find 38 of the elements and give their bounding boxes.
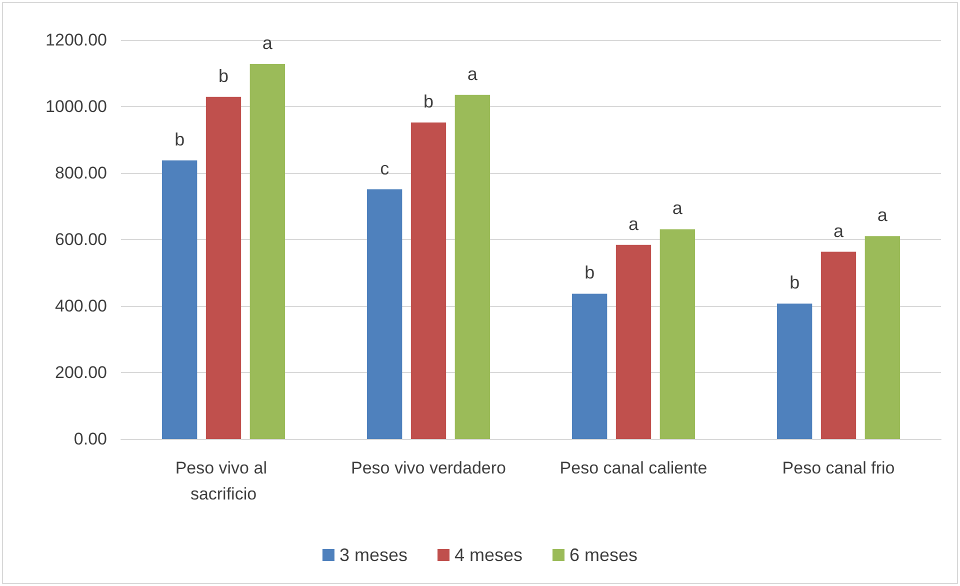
bar bbox=[660, 229, 695, 439]
y-tick-label: 800.00 bbox=[55, 164, 107, 182]
x-tick-label: Peso canal frio bbox=[782, 458, 895, 478]
data-label: a bbox=[262, 32, 274, 53]
data-label: a bbox=[628, 214, 640, 234]
legend-label: 4 meses bbox=[454, 545, 523, 565]
bar bbox=[206, 96, 242, 439]
bar bbox=[864, 236, 900, 439]
data-label: b bbox=[174, 129, 185, 150]
x-tick-label: Peso vivo verdadero bbox=[351, 458, 506, 478]
legend-label: 3 meses bbox=[339, 545, 408, 565]
data-label: b bbox=[790, 272, 800, 293]
legend-label: 6 meses bbox=[570, 545, 638, 565]
bar bbox=[162, 160, 198, 439]
data-label: c bbox=[380, 158, 390, 178]
y-tick-label: 1000.00 bbox=[46, 97, 107, 116]
x-tick-label: Peso vivo al sacrificio bbox=[175, 458, 272, 504]
data-label: b bbox=[218, 66, 229, 86]
y-tick-label: 1200.00 bbox=[46, 30, 107, 50]
y-tick-label: 0.00 bbox=[74, 430, 107, 448]
y-tick-label: 400.00 bbox=[55, 296, 107, 316]
data-label: b bbox=[584, 262, 595, 283]
data-label: a bbox=[467, 64, 478, 84]
bar bbox=[820, 252, 856, 439]
bar bbox=[572, 294, 608, 439]
data-label: b bbox=[423, 91, 434, 112]
bar bbox=[367, 189, 402, 439]
bar bbox=[777, 304, 812, 439]
bar bbox=[250, 64, 285, 439]
y-tick-label: 600.00 bbox=[55, 230, 107, 249]
y-tick-label: 200.00 bbox=[55, 363, 107, 382]
bar bbox=[616, 244, 652, 439]
data-label: a bbox=[877, 205, 888, 226]
bar bbox=[410, 122, 446, 439]
x-tick-label: Peso canal caliente bbox=[560, 458, 708, 478]
data-label: a bbox=[672, 198, 684, 218]
data-label: a bbox=[833, 220, 844, 241]
bar bbox=[454, 94, 490, 439]
